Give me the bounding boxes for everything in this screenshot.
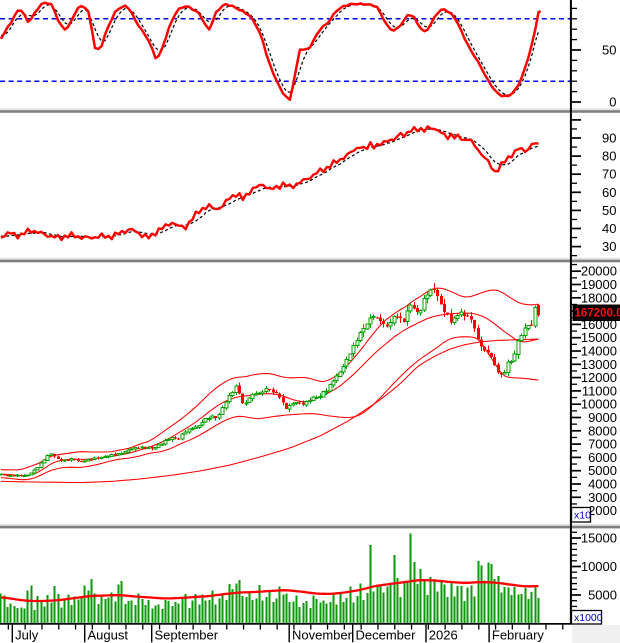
svg-text:11000: 11000 <box>582 383 617 398</box>
svg-text:November: November <box>292 628 353 643</box>
svg-text:0: 0 <box>609 95 616 110</box>
svg-text:50: 50 <box>602 203 616 218</box>
svg-text:3000: 3000 <box>588 490 617 505</box>
svg-text:80: 80 <box>602 149 616 164</box>
svg-text:2026: 2026 <box>429 628 458 643</box>
svg-text:5000: 5000 <box>588 588 617 603</box>
svg-text:50: 50 <box>602 43 616 58</box>
svg-text:6000: 6000 <box>588 450 617 465</box>
svg-text:February: February <box>492 628 545 643</box>
svg-text:20000: 20000 <box>581 264 617 279</box>
svg-text:8000: 8000 <box>588 423 617 438</box>
svg-text:90: 90 <box>602 131 616 146</box>
svg-text:4000: 4000 <box>588 477 617 492</box>
svg-text:12000: 12000 <box>581 370 617 385</box>
svg-text:5000: 5000 <box>588 463 617 478</box>
svg-text:18000: 18000 <box>581 290 617 305</box>
svg-text:15000: 15000 <box>581 531 617 546</box>
svg-text:30: 30 <box>602 239 616 254</box>
svg-text:September: September <box>155 628 219 643</box>
svg-text:15000: 15000 <box>581 330 617 345</box>
svg-text:60: 60 <box>602 185 616 200</box>
svg-text:70: 70 <box>602 167 616 182</box>
svg-text:August: August <box>88 628 129 643</box>
svg-text:2000: 2000 <box>588 503 617 518</box>
svg-text:13000: 13000 <box>581 357 617 372</box>
svg-text:9000: 9000 <box>588 410 617 425</box>
svg-text:10000: 10000 <box>581 559 617 574</box>
svg-text:x1000: x1000 <box>574 612 603 624</box>
svg-text:December: December <box>356 628 417 643</box>
svg-text:14000: 14000 <box>581 344 617 359</box>
svg-text:19000: 19000 <box>581 277 617 292</box>
svg-text:167200.0: 167200.0 <box>575 308 620 320</box>
svg-text:40: 40 <box>602 221 616 236</box>
svg-text:7000: 7000 <box>588 437 617 452</box>
svg-text:July: July <box>15 628 39 643</box>
svg-text:10000: 10000 <box>581 397 617 412</box>
svg-text:x10: x10 <box>574 510 591 522</box>
